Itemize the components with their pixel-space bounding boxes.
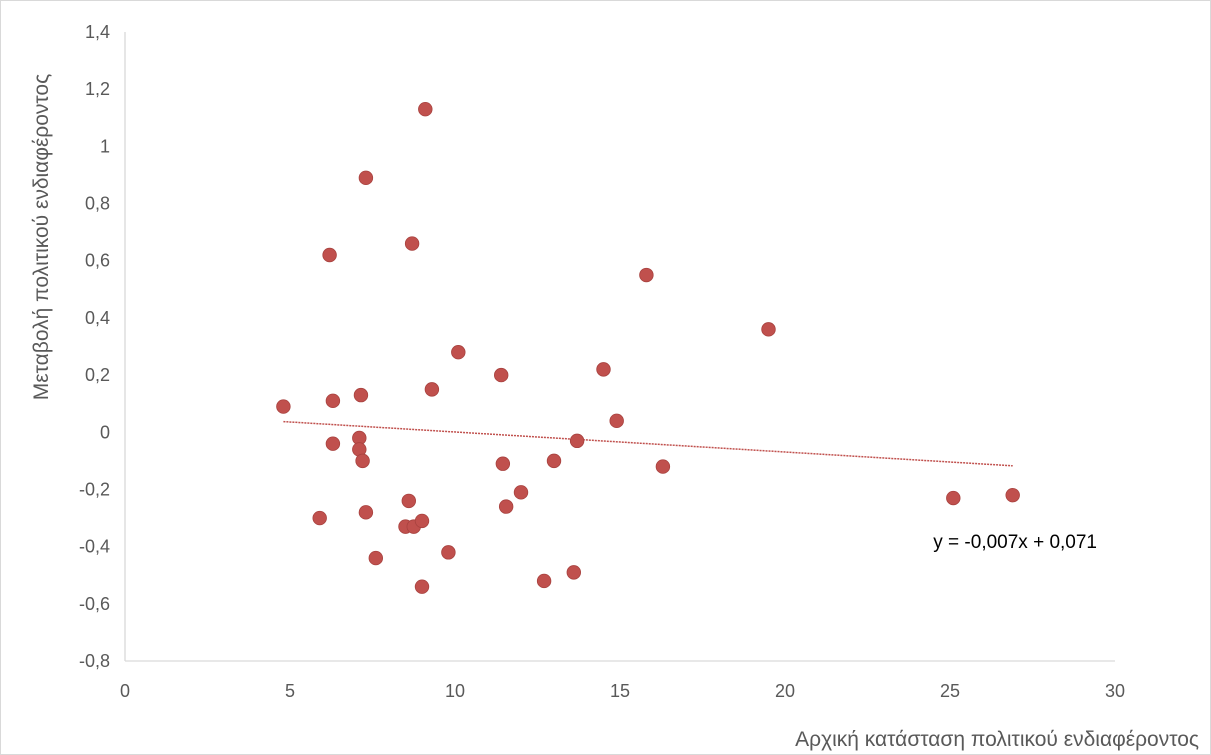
data-point [596, 362, 611, 377]
data-point [1005, 487, 1020, 503]
data-point [495, 456, 511, 471]
data-point [536, 573, 552, 589]
x-tick-labels: 0 5 10 15 20 25 30 [120, 681, 1125, 701]
y-tick-labels: 1,4 1,2 1 0,8 0,6 0,4 0,2 0 -0,2 -0,4 -0,6 -0,8 [79, 22, 110, 671]
data-point [946, 490, 961, 506]
data-point [566, 565, 582, 580]
y-tick-label: -0,6 [79, 594, 110, 614]
data-point [355, 453, 370, 469]
data-point [325, 436, 341, 451]
y-tick-label: -0,4 [79, 537, 110, 557]
y-tick-label: 0,2 [85, 365, 110, 385]
data-point [276, 399, 291, 414]
y-tick-label: 1,2 [85, 79, 110, 99]
data-point [325, 393, 341, 409]
data-point [655, 459, 671, 474]
y-tick-label: 0,6 [85, 251, 110, 271]
y-tick-label: 0,4 [85, 308, 110, 328]
y-tick-label: 0,8 [85, 194, 110, 214]
x-axis-title: Αρχική κατάσταση πολιτικού ενδιαφέροντος [795, 728, 1199, 751]
x-tick-label: 0 [120, 681, 130, 701]
data-point [358, 505, 374, 520]
y-tick-label: 1 [100, 136, 110, 156]
data-point [451, 345, 466, 360]
data-point [609, 413, 624, 429]
y-tick-label: 1,4 [85, 22, 110, 42]
data-point [494, 367, 509, 383]
data-point [322, 247, 337, 263]
x-tick-label: 30 [1105, 681, 1125, 701]
y-axis-title: Μεταβολή πολιτικού ενδιαφέροντος [30, 74, 53, 400]
x-tick-label: 25 [940, 681, 960, 701]
data-points [276, 101, 1020, 594]
data-point [639, 267, 654, 283]
data-point [353, 387, 369, 403]
x-tick-label: 5 [285, 681, 295, 701]
data-point [368, 550, 384, 566]
trendline [283, 420, 1013, 467]
x-tick-label: 20 [775, 681, 795, 701]
data-point [414, 513, 430, 529]
y-tick-label: -0,8 [79, 651, 110, 671]
x-tick-label: 15 [610, 681, 630, 701]
data-point [498, 499, 514, 514]
data-point [546, 453, 562, 469]
y-tick-label: 0 [100, 422, 110, 442]
data-point [569, 433, 585, 449]
data-point [404, 236, 420, 251]
data-point [358, 170, 374, 186]
data-point [441, 545, 456, 560]
data-point [414, 579, 430, 594]
data-point [312, 510, 327, 526]
axes [124, 32, 1115, 662]
data-point [401, 493, 417, 509]
data-point [424, 382, 440, 397]
data-point [513, 485, 529, 500]
y-tick-label: -0,2 [79, 479, 110, 499]
data-point [761, 322, 776, 337]
x-tick-label: 10 [445, 681, 465, 701]
data-point [418, 101, 433, 117]
trendline-equation: y = -0,007x + 0,071 [933, 532, 1097, 553]
